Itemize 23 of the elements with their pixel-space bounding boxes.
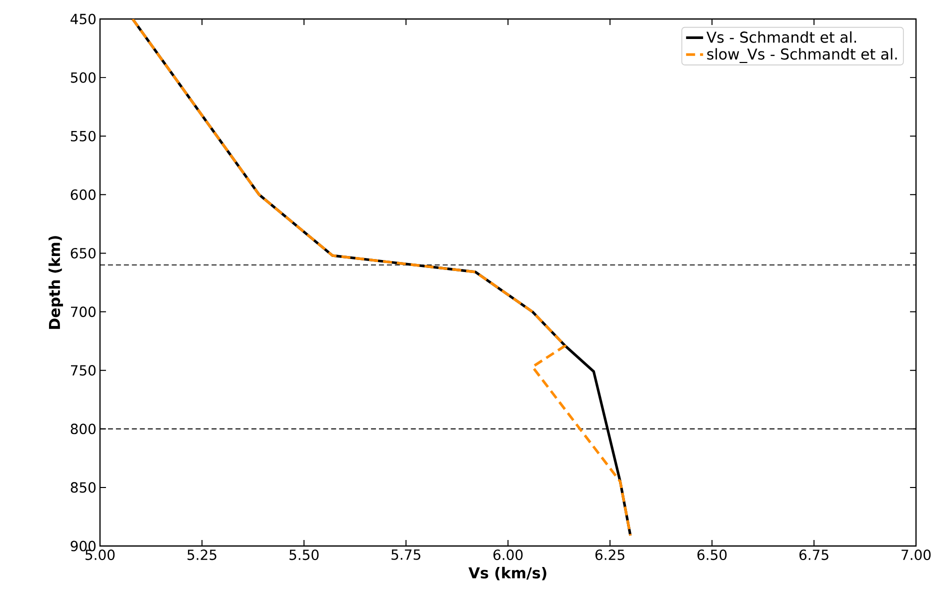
x-tick-label: 6.50 xyxy=(697,550,727,560)
x-tick-label: 6.75 xyxy=(799,550,828,560)
x-axis-title: Vs (km/s) xyxy=(468,566,546,580)
x-tick-label: 6.00 xyxy=(493,550,523,560)
y-tick-label: 800 xyxy=(70,424,96,434)
y-tick-label: 850 xyxy=(70,482,96,493)
y-tick-label: 650 xyxy=(70,248,96,259)
x-tick-label: 6.25 xyxy=(595,550,624,560)
y-axis-title: Depth (km) xyxy=(48,236,64,329)
x-tick-label: 5.50 xyxy=(290,550,319,560)
y-tick-label: 450 xyxy=(70,14,96,24)
legend-label: Vs - Schmandt et al. xyxy=(706,31,856,43)
x-tick-label: 5.75 xyxy=(392,550,420,560)
y-tick-label: 600 xyxy=(70,189,96,200)
x-tick-label: 5.00 xyxy=(86,550,115,560)
y-tick-label: 900 xyxy=(70,540,96,552)
x-tick-label: 5.25 xyxy=(188,550,216,560)
x-tick-label: 7.00 xyxy=(902,550,931,560)
y-tick-label: 500 xyxy=(70,72,96,83)
legend-label: slow_Vs - Schmandt et al. xyxy=(707,48,897,63)
y-tick-label: 750 xyxy=(71,365,96,376)
y-tick-label: 550 xyxy=(70,130,96,142)
y-tick-label: 700 xyxy=(71,306,96,318)
